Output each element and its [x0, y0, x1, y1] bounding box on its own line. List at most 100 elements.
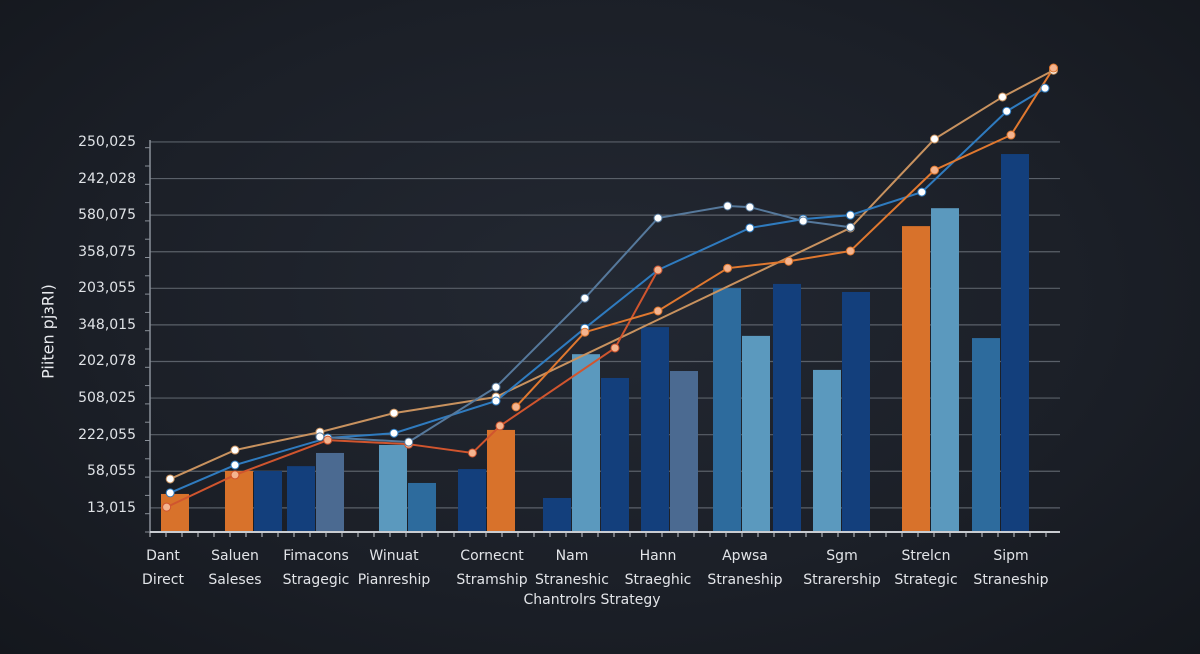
data-point	[323, 435, 333, 445]
x-tick-label-line: Winuat	[369, 548, 419, 564]
y-tick-label: 202,078	[78, 353, 136, 370]
y-tick-label: 13,015	[87, 499, 136, 516]
x-tick-label: Fimacons Stragegic	[283, 544, 350, 592]
y-tick-label: 58,055	[87, 463, 136, 480]
data-point	[162, 502, 172, 512]
data-point	[1040, 83, 1050, 93]
x-tick-label-line: Apwsa	[722, 548, 768, 564]
x-axis-title: Chantrolrs Strategy	[523, 592, 661, 608]
data-point	[165, 488, 175, 498]
x-tick-label-line: Hann	[639, 548, 677, 564]
y-tick-label: 203,055	[78, 280, 136, 297]
y-tick-label: 580,075	[78, 207, 136, 224]
bar	[972, 338, 1000, 532]
y-tick-label: 250,025	[78, 133, 136, 150]
bar	[225, 470, 253, 532]
data-point	[230, 470, 240, 480]
data-point	[845, 222, 855, 232]
x-tick-label-line: Stragegic	[282, 572, 350, 588]
x-tick-label-line: Fimacons	[283, 548, 349, 564]
bar	[161, 493, 189, 532]
bar	[254, 470, 282, 532]
x-tick-label-line: Strarership	[803, 572, 881, 588]
x-tick-label-line: Saluen	[211, 548, 259, 564]
x-tick-label: Strelcn Strategic	[894, 544, 957, 592]
x-tick-label-line: Nam	[555, 548, 589, 564]
data-point	[930, 134, 939, 144]
x-tick-label-line: Sgm	[826, 548, 858, 564]
data-point	[653, 265, 663, 275]
x-tick-label: Sgm Strarership	[803, 544, 880, 592]
x-tick-label-line: Direct	[142, 572, 184, 588]
data-point	[745, 202, 755, 212]
bar	[543, 497, 571, 532]
data-point	[165, 474, 175, 484]
x-tick-label: Cornecnt Stramship	[456, 544, 527, 592]
x-tick-label: Nam Straneshic	[535, 544, 609, 592]
bar	[931, 208, 959, 533]
x-tick-label-line: Stramship	[456, 572, 528, 588]
data-point	[495, 421, 505, 431]
bar	[641, 327, 669, 532]
x-tick-label: Saluen Saleses	[208, 544, 261, 592]
y-tick-label: 242,028	[78, 170, 136, 187]
data-point	[491, 396, 501, 406]
data-point	[784, 256, 794, 266]
x-tick-label-line: Straneship	[707, 572, 783, 588]
data-point	[723, 263, 733, 273]
data-point	[1002, 106, 1012, 116]
y-tick-label: 508,025	[78, 390, 136, 407]
data-point	[389, 408, 399, 418]
x-tick-label: Winuat Pianreship	[358, 544, 430, 592]
data-point	[580, 293, 590, 303]
data-point	[723, 201, 733, 211]
x-tick-label-line: Strategic	[894, 572, 958, 588]
data-point	[467, 448, 477, 458]
x-tick-label: Hann Straeghic	[625, 544, 692, 592]
bar	[842, 291, 870, 532]
bar	[902, 226, 930, 532]
x-tick-label-line: Straneshic	[535, 572, 609, 588]
bar	[408, 482, 436, 532]
x-tick-label-line: Sipm	[993, 548, 1029, 564]
data-point	[930, 165, 939, 175]
data-point	[1049, 63, 1058, 73]
x-tick-label-line: Strelcn	[901, 548, 951, 564]
bar	[601, 377, 629, 532]
data-point	[491, 382, 501, 392]
data-point	[653, 306, 663, 316]
bar	[1001, 154, 1029, 532]
data-point	[580, 327, 590, 337]
data-point	[745, 223, 755, 233]
bar	[458, 469, 486, 532]
x-tick-label: Sipm Straneship	[973, 544, 1048, 592]
bar	[773, 283, 801, 532]
data-point	[917, 187, 927, 197]
data-point	[845, 210, 855, 220]
y-axis-title: Piiten pjɜRI)	[38, 284, 58, 379]
data-point	[798, 216, 808, 226]
y-tick-label: 348,015	[78, 316, 136, 333]
x-tick-label-line: Straneship	[973, 572, 1049, 588]
x-tick-label-line: Cornecnt	[460, 548, 524, 564]
series-line	[166, 269, 659, 509]
data-point	[1006, 130, 1016, 140]
bar	[813, 369, 841, 532]
bar	[487, 429, 515, 532]
x-tick-label: Apwsa Straneship	[707, 544, 782, 592]
bar	[742, 335, 770, 532]
x-tick-label-line: Pianreship	[357, 572, 431, 588]
data-point	[315, 432, 325, 442]
data-point	[998, 92, 1007, 102]
y-tick-label: 222,055	[78, 426, 136, 443]
x-tick-label: Dant Direct	[142, 544, 184, 592]
x-tick-label-line: Saleses	[208, 572, 262, 588]
bar	[670, 371, 698, 532]
bar	[316, 452, 344, 532]
data-point	[653, 213, 663, 223]
bar	[287, 466, 315, 532]
x-tick-label-line: Dant	[146, 548, 180, 564]
data-point	[230, 460, 240, 470]
bar	[572, 354, 600, 532]
